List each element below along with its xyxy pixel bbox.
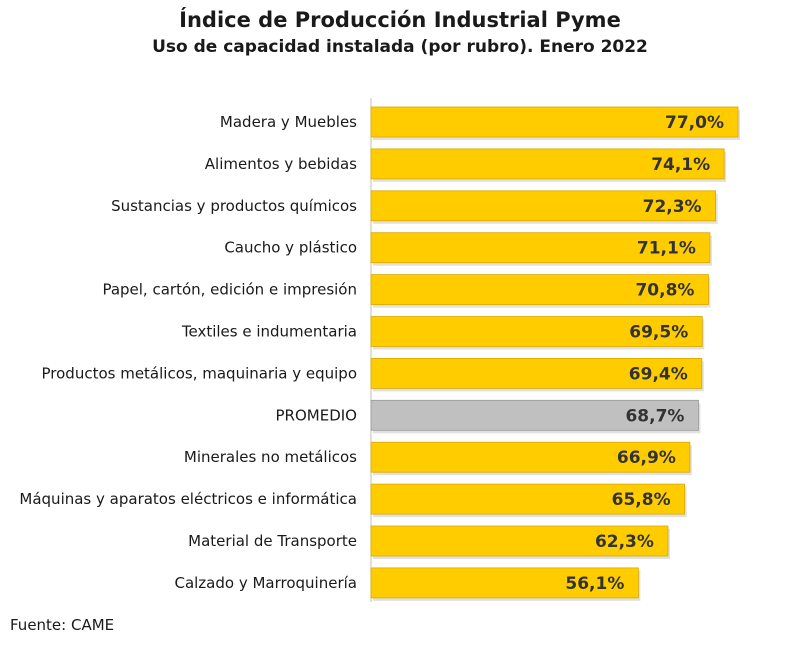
category-label: Minerales no metálicos <box>184 448 357 466</box>
bar <box>370 316 703 347</box>
chart-subtitle: Uso de capacidad instalada (por rubro). … <box>152 37 648 57</box>
category-label: PROMEDIO <box>276 406 357 424</box>
bar <box>370 441 691 473</box>
value-label: 68,7% <box>625 406 684 426</box>
value-label: 72,3% <box>643 197 702 217</box>
category-label: Máquinas y aparatos eléctricos e informá… <box>19 490 357 508</box>
bar-average <box>370 399 699 431</box>
bar <box>370 148 725 180</box>
value-label: 66,9% <box>617 448 676 468</box>
value-label: 56,1% <box>565 574 624 594</box>
chart-title: Índice de Producción Industrial Pyme <box>179 8 621 32</box>
category-label: Papel, cartón, edición e impresión <box>102 281 357 299</box>
category-label: Calzado y Marroquinería <box>174 574 357 592</box>
bar <box>370 357 703 389</box>
bar <box>370 567 639 599</box>
category-label: Productos metálicos, maquinaria y equipo <box>42 364 358 382</box>
category-label: Sustancias y productos químicos <box>111 197 357 215</box>
category-label: Madera y Muebles <box>220 113 357 131</box>
bar <box>370 190 716 222</box>
value-label: 69,5% <box>629 323 688 343</box>
bar <box>370 274 709 306</box>
value-label: 77,0% <box>665 113 724 133</box>
value-label: 71,1% <box>637 239 696 259</box>
value-label: 74,1% <box>651 155 710 175</box>
source-note: Fuente: CAME <box>10 616 115 634</box>
value-label: 69,4% <box>629 364 688 384</box>
category-label: Caucho y plástico <box>224 239 357 257</box>
category-label: Material de Transporte <box>188 532 357 550</box>
category-label: Alimentos y bebidas <box>205 155 357 173</box>
value-label: 65,8% <box>612 490 671 510</box>
category-label: Textiles e indumentaria <box>181 323 357 341</box>
bar <box>370 483 686 515</box>
bar <box>370 106 739 138</box>
bar <box>370 232 711 264</box>
value-label: 70,8% <box>635 281 694 301</box>
value-label: 62,3% <box>595 532 654 552</box>
bar <box>370 525 669 557</box>
